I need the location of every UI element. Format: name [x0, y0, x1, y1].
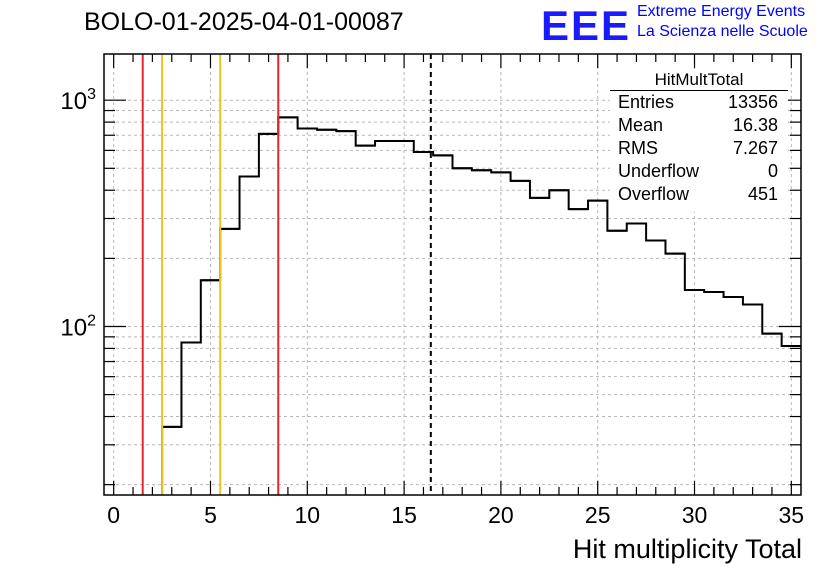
stat-value: 13356	[727, 92, 778, 112]
logo-subtitle-1: Extreme Energy Events	[637, 3, 806, 20]
x-tick-label: 0	[107, 502, 120, 528]
stats-title: HitMultTotal	[654, 70, 744, 89]
x-tick-label: 15	[391, 502, 417, 528]
stat-value: 16.38	[732, 115, 778, 135]
plot-frame	[103, 53, 802, 496]
stat-label: RMS	[618, 138, 658, 158]
run-title: BOLO-01-2025-04-01-00087	[84, 8, 404, 36]
stat-value: 7.267	[732, 138, 778, 158]
x-axis-title: Hit multiplicity Total	[572, 534, 802, 564]
x-tick-label: 35	[779, 502, 805, 528]
x-tick-label: 5	[204, 502, 217, 528]
x-tick-label: 10	[294, 502, 320, 528]
stats-box: HitMultTotal Entries 13356 Mean 16.38 RM…	[610, 70, 788, 212]
y-tick-label: 102	[60, 312, 96, 341]
stat-label: Entries	[618, 92, 675, 112]
x-tick-label: 20	[488, 502, 514, 528]
stat-label: Underflow	[618, 161, 700, 181]
stat-value: 451	[747, 184, 778, 204]
eee-logo: EEE	[541, 2, 632, 49]
x-tick-label: 30	[682, 502, 708, 528]
stats-divider	[610, 90, 788, 91]
y-tick-label: 103	[60, 86, 96, 115]
stat-label: Mean	[618, 115, 664, 135]
logo-subtitle-2: La Scienza nelle Scuole	[637, 23, 808, 40]
stat-label: Overflow	[618, 184, 690, 204]
x-tick-label: 25	[585, 502, 611, 528]
stat-value: 0	[767, 161, 778, 181]
